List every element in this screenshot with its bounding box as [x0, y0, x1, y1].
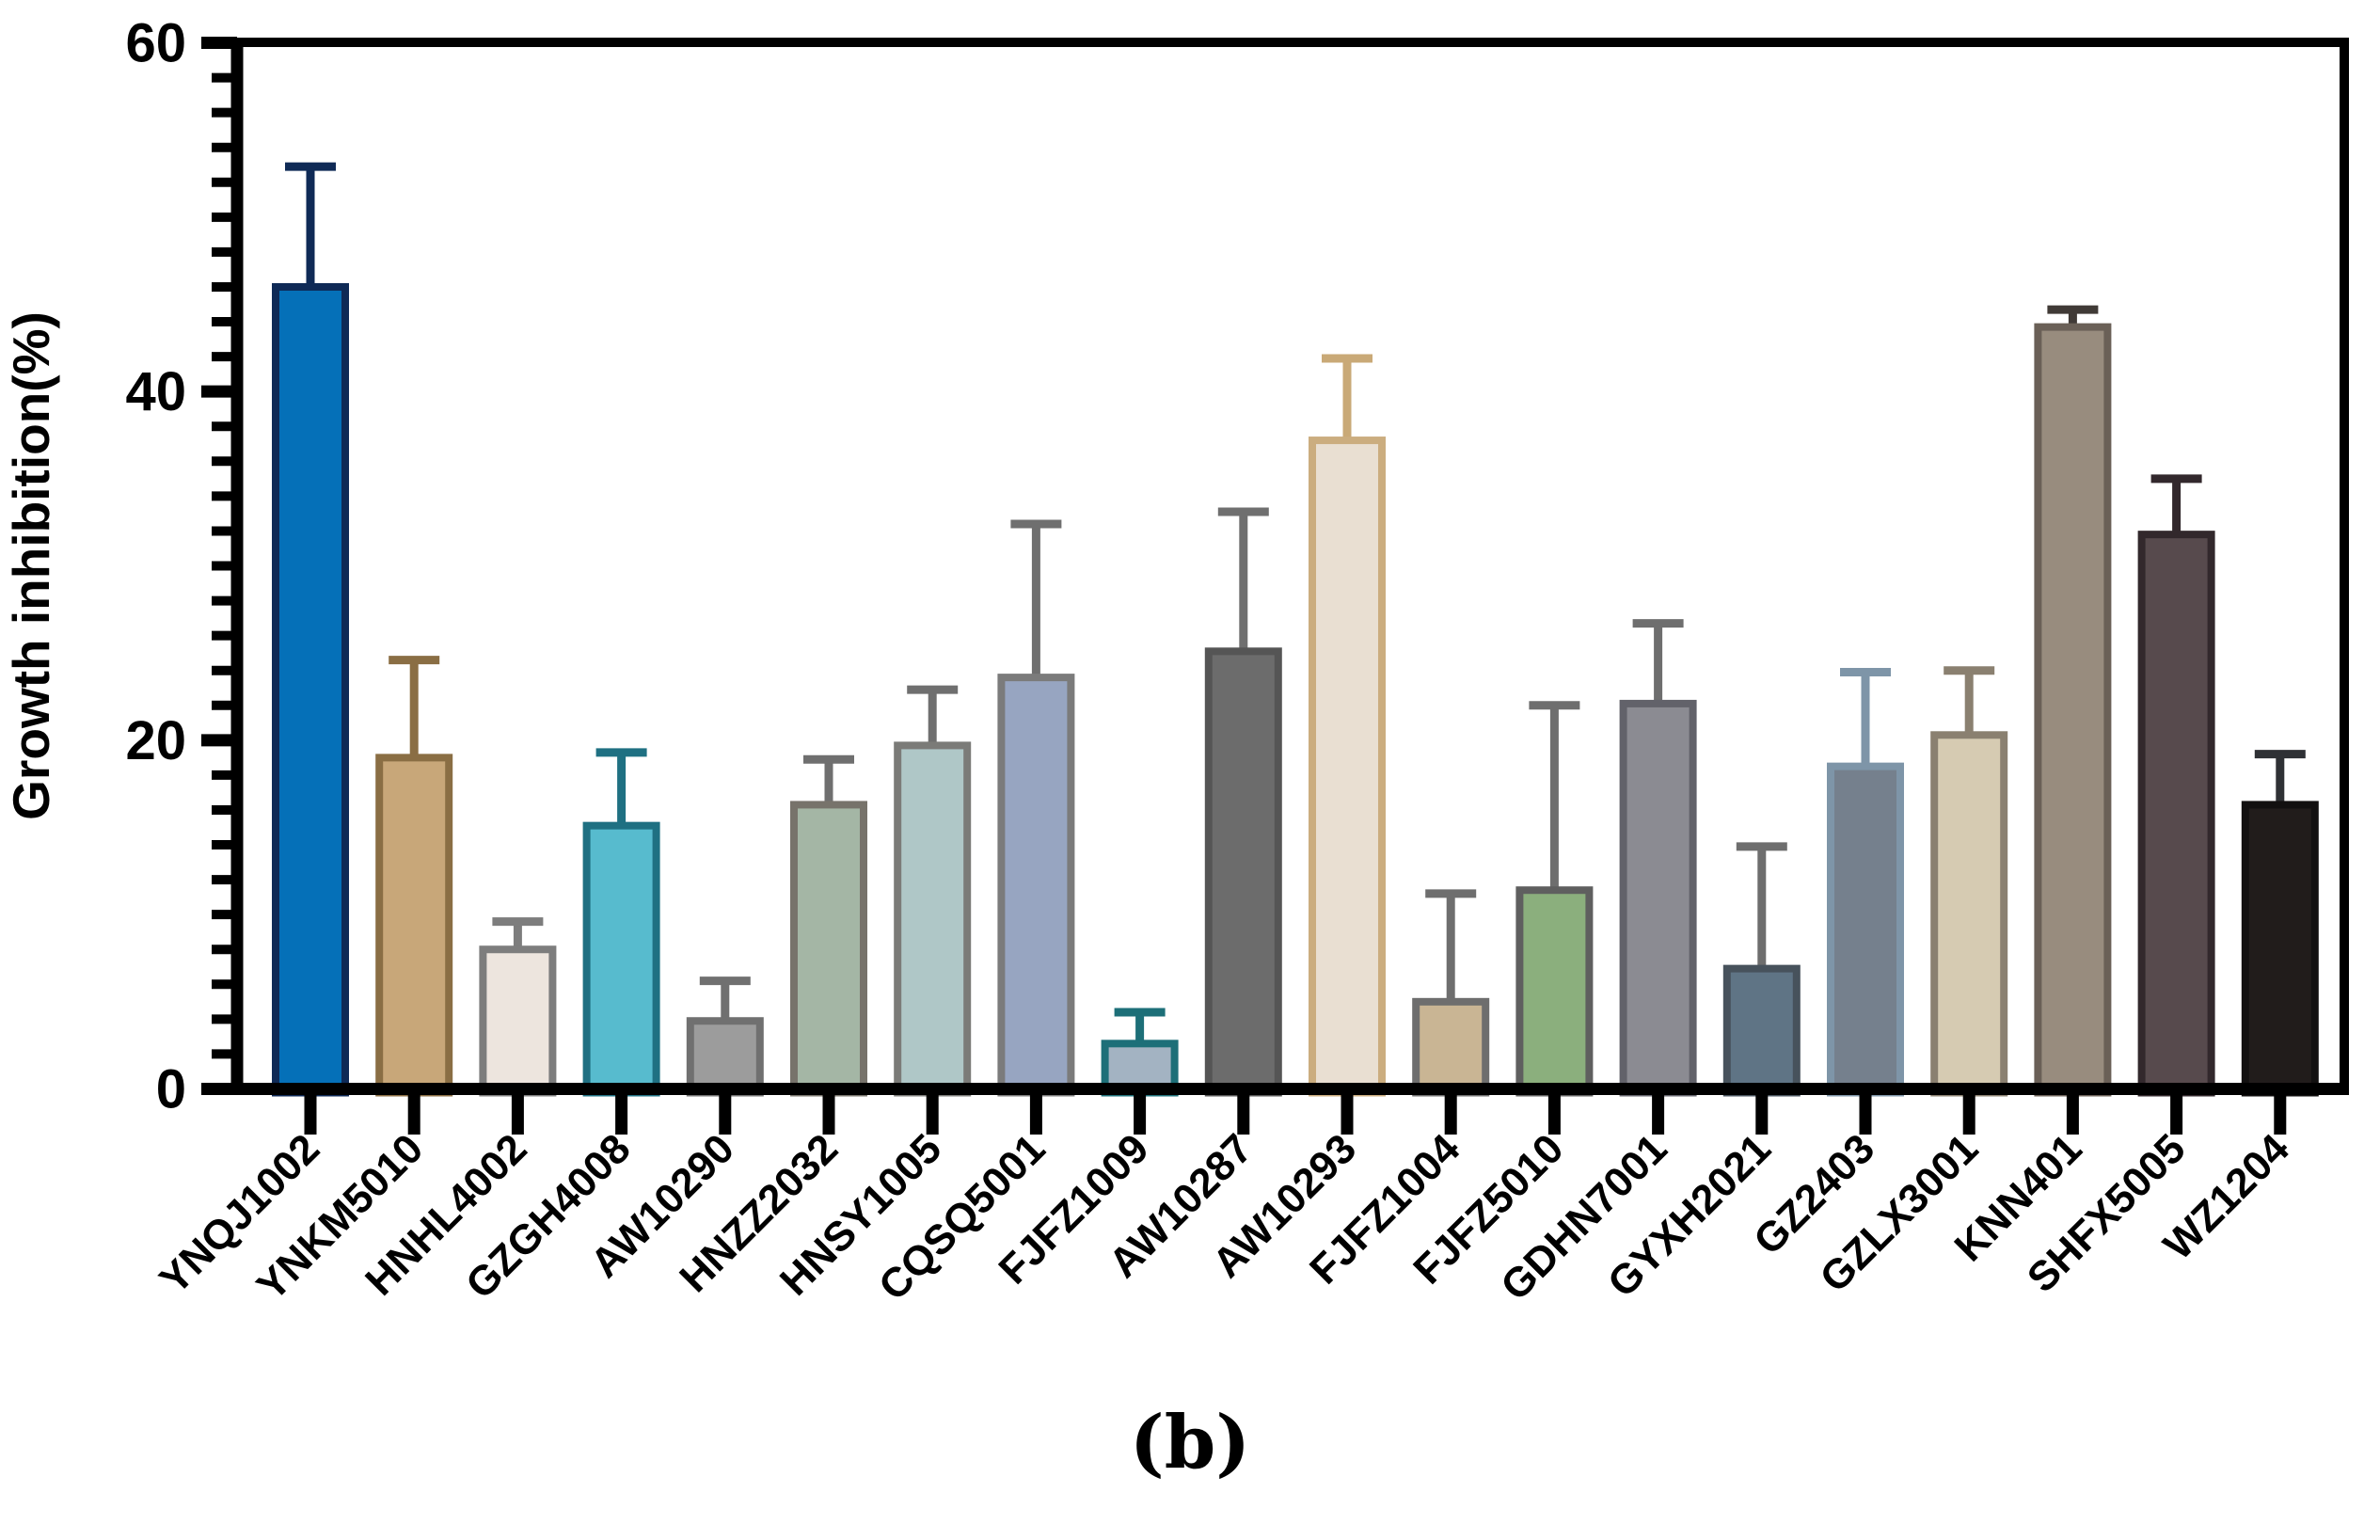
bar-AW10290	[686, 1017, 764, 1097]
figure-caption: (b)	[1129, 1400, 1251, 1485]
y-tick-label-0: 0	[156, 1059, 186, 1120]
bar-YNKM5010	[375, 754, 453, 1097]
bar-GZGH4008	[582, 821, 660, 1097]
y-tick-label-40: 40	[125, 361, 186, 422]
bar-WZ1204	[2241, 801, 2319, 1097]
bar-AW10287	[1204, 647, 1282, 1097]
bar-GDHN7001	[1619, 699, 1697, 1097]
bar-CQSQ5001	[997, 674, 1075, 1097]
bar-FJFZ5010	[1515, 886, 1594, 1097]
bar-AW10293	[1309, 437, 1386, 1097]
bar-HNHL4002	[479, 945, 557, 1097]
bar-HNZZ2032	[790, 801, 867, 1097]
y-axis-title: Growth inhibition(%)	[2, 311, 60, 820]
bar-KNN401	[2034, 323, 2112, 1097]
y-tick-label-60: 60	[125, 13, 186, 74]
bar-SHFX5005	[2137, 531, 2215, 1097]
bar-GYXH2021	[1722, 964, 1801, 1097]
bar-GZLX3001	[1930, 731, 2008, 1097]
bar-YNQJ1002	[272, 282, 349, 1097]
bar-FJFZ1004	[1412, 997, 1490, 1097]
bar-HNSY1005	[894, 741, 972, 1097]
y-tick-label-20: 20	[125, 710, 186, 771]
bar-GZ2403	[1827, 762, 1904, 1097]
